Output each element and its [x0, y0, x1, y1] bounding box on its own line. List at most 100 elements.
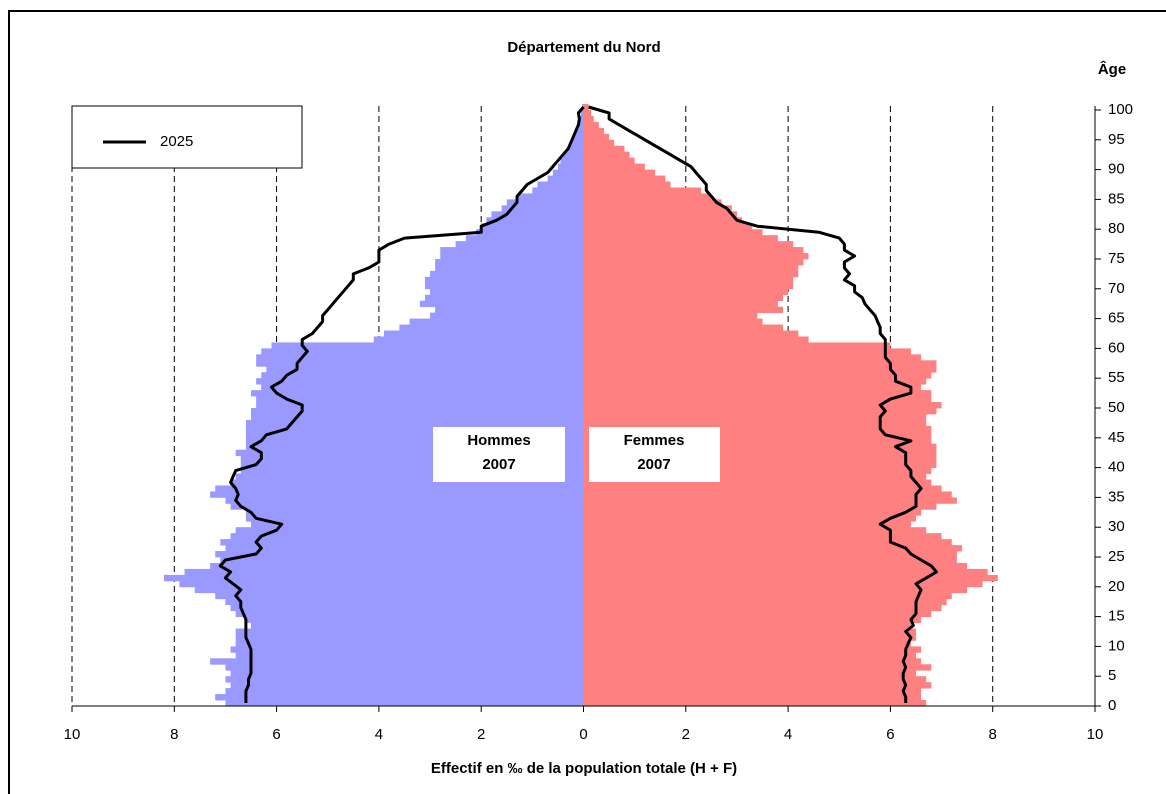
bar [210, 491, 584, 498]
bar [440, 253, 584, 260]
y-tick-label: 50 [1108, 399, 1125, 416]
bar [220, 539, 584, 546]
bar [583, 133, 610, 141]
y-tick-label: 90 [1108, 161, 1125, 178]
bar [583, 139, 615, 147]
bar [251, 408, 584, 415]
y-tick-label: 25 [1108, 548, 1125, 565]
bar [583, 604, 942, 612]
bar [583, 592, 952, 600]
bar [210, 658, 584, 665]
x-tick-label: 2 [682, 726, 690, 743]
bar [430, 288, 584, 296]
bar [245, 509, 584, 516]
bar [583, 408, 937, 415]
bar [583, 169, 656, 176]
y-tick-label: 65 [1108, 310, 1125, 327]
bar [583, 211, 737, 218]
bar [583, 574, 998, 582]
bar [583, 694, 922, 701]
bar [583, 670, 916, 677]
bar [583, 175, 666, 182]
x-tick-label: 0 [579, 726, 587, 743]
bar [583, 270, 799, 278]
annotation-men: Hommes 2007 [433, 427, 565, 482]
bar [583, 580, 983, 588]
bar [225, 676, 584, 683]
bar [583, 491, 952, 498]
bar [501, 205, 584, 212]
bar [583, 199, 722, 206]
bar [506, 199, 584, 206]
bar [583, 521, 911, 528]
annotation-box [433, 427, 565, 482]
bar [583, 551, 957, 558]
bar [537, 181, 584, 188]
bar [583, 419, 927, 427]
bar [583, 402, 942, 409]
bar [465, 235, 584, 242]
bar [261, 372, 584, 379]
bar [235, 652, 584, 659]
bar [256, 396, 584, 403]
y-tick-label: 55 [1108, 369, 1125, 386]
bar [583, 586, 968, 594]
bar [424, 282, 584, 290]
x-tick-label: 6 [886, 726, 894, 743]
bar [583, 181, 671, 188]
bar [225, 497, 584, 504]
bar [570, 139, 584, 147]
bar [215, 592, 584, 600]
bar [251, 413, 584, 421]
bar [583, 598, 947, 606]
bar [583, 205, 732, 212]
bar [532, 187, 584, 194]
y-tick-label: 95 [1108, 131, 1125, 148]
bar [583, 396, 932, 403]
y-tick-label: 10 [1108, 637, 1125, 654]
bar [583, 378, 927, 385]
axes: 10 8 6 4 2 0 2 4 6 8 10051015202530354045505560657… [64, 101, 1133, 743]
line-2025 [218, 106, 585, 703]
bar [552, 169, 584, 176]
bar [225, 664, 584, 671]
bar [240, 467, 584, 474]
bar [235, 473, 584, 480]
bar [583, 163, 645, 170]
bar [245, 419, 584, 427]
bar [435, 264, 584, 272]
bar [235, 610, 584, 617]
bar [583, 634, 916, 641]
bar [194, 586, 584, 594]
bar [583, 664, 932, 671]
bar [256, 360, 584, 367]
bar [215, 485, 584, 492]
bar [491, 211, 584, 218]
bar [583, 473, 927, 480]
bar [409, 318, 584, 325]
bar [245, 431, 584, 439]
bar [256, 378, 584, 385]
bar [271, 342, 584, 349]
line-2025 [588, 105, 938, 703]
bar [583, 384, 922, 391]
bar [215, 694, 584, 701]
bar [245, 443, 584, 451]
bar [261, 384, 584, 391]
bar [583, 533, 942, 540]
x-tick-label: 10 [1087, 726, 1104, 743]
bar [583, 676, 927, 683]
bar [583, 294, 783, 302]
bar [583, 688, 922, 695]
bar [573, 133, 584, 141]
bar [583, 121, 599, 129]
bar [455, 241, 584, 248]
bar [245, 425, 584, 433]
bar [583, 264, 799, 272]
bar [583, 360, 937, 367]
bar [583, 503, 937, 510]
bar [583, 413, 927, 421]
bar [435, 306, 584, 314]
